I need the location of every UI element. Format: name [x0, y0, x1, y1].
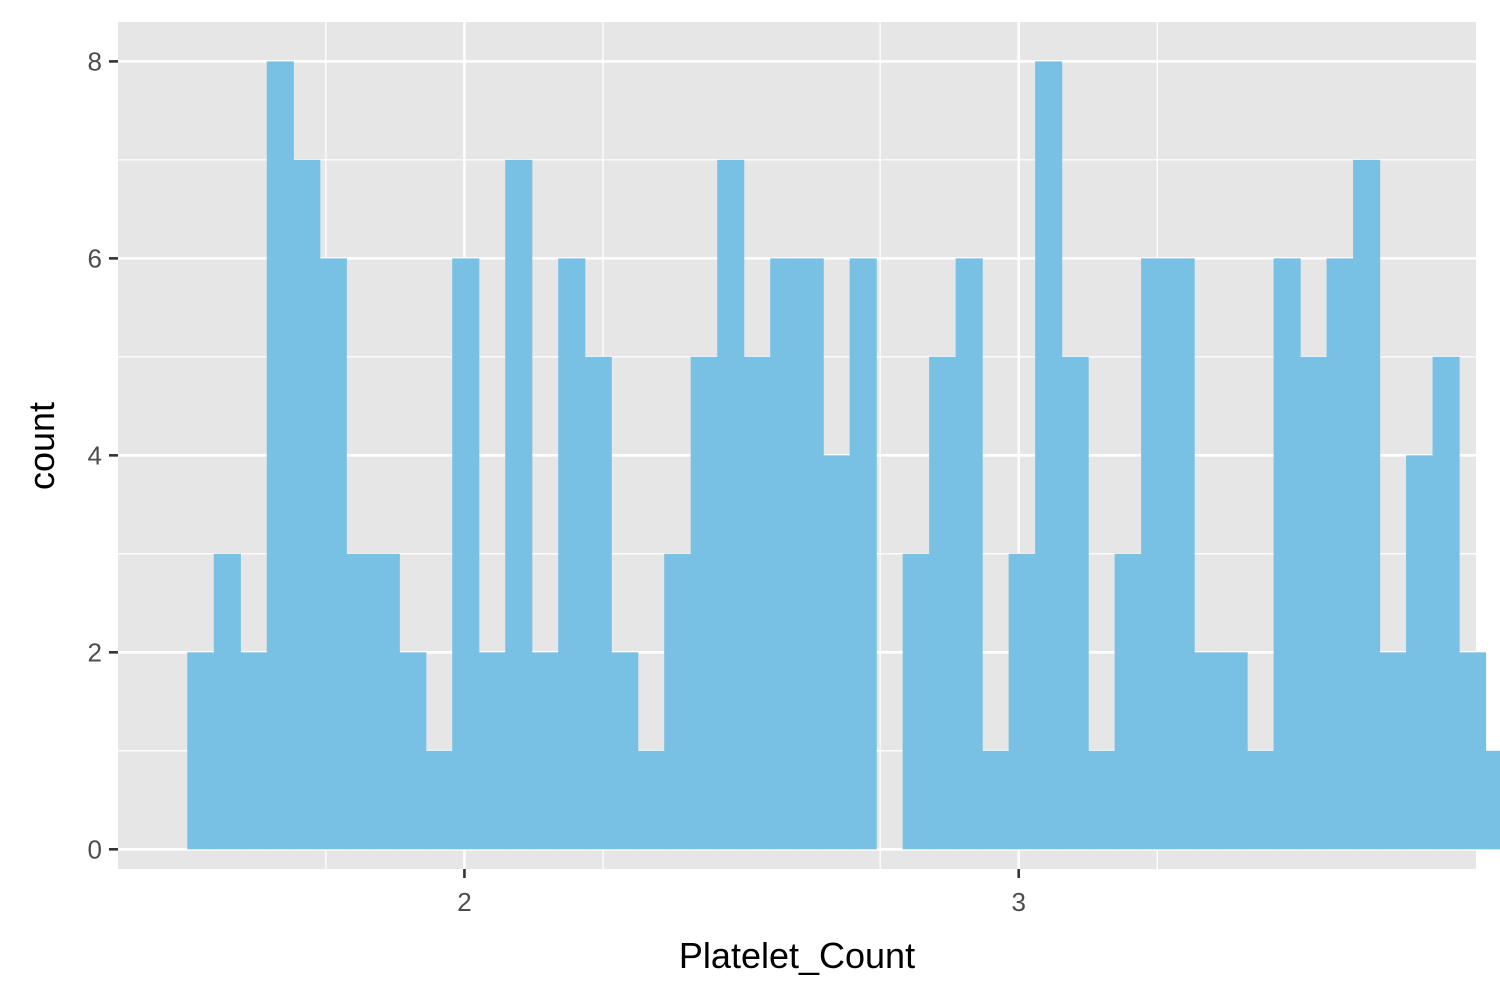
histogram-bar [266, 61, 294, 850]
histogram-bar [770, 258, 798, 850]
y-tick-label: 0 [88, 834, 102, 864]
y-tick-label: 2 [88, 637, 102, 667]
histogram-bar [743, 356, 771, 850]
histogram-bar [1167, 258, 1195, 850]
histogram-bar [1220, 652, 1248, 850]
x-axis-title: Platelet_Count [679, 935, 915, 976]
histogram-bar [637, 750, 665, 850]
histogram-bar [796, 258, 824, 850]
histogram-bar [584, 356, 612, 850]
histogram-bar [319, 258, 347, 850]
histogram-bar [346, 553, 374, 850]
histogram-bar [611, 652, 639, 850]
histogram-bar [558, 258, 586, 850]
histogram-bar [690, 356, 718, 850]
histogram-bar [372, 553, 400, 850]
histogram-bar [1008, 553, 1036, 850]
histogram-bar [293, 159, 321, 850]
histogram-bar [1300, 356, 1328, 850]
x-tick-label: 2 [457, 887, 471, 917]
histogram-bar [849, 258, 877, 850]
histogram-bar [929, 356, 957, 850]
histogram-bar [1088, 750, 1116, 850]
histogram-bar [1114, 553, 1142, 850]
histogram-bar [399, 652, 427, 850]
histogram-bar [955, 258, 983, 850]
y-axis-title: count [21, 402, 62, 490]
histogram-bar [982, 750, 1010, 850]
histogram-bar [1061, 356, 1089, 850]
histogram-bar [1326, 258, 1354, 850]
histogram-bar [187, 652, 215, 850]
histogram-bar [1141, 258, 1169, 850]
histogram-bar [1194, 652, 1222, 850]
y-tick-label: 6 [88, 243, 102, 273]
histogram-bar [717, 159, 745, 850]
histogram-bar [1273, 258, 1301, 850]
histogram-bar [240, 652, 268, 850]
y-tick-label: 8 [88, 46, 102, 76]
histogram-bar [1459, 652, 1487, 850]
histogram-bar [1035, 61, 1063, 850]
histogram-bar [1379, 652, 1407, 850]
histogram-bar [1432, 356, 1460, 850]
histogram-bar [213, 553, 241, 850]
histogram-bar [425, 750, 453, 850]
histogram-bar [505, 159, 533, 850]
x-tick-label: 3 [1011, 887, 1025, 917]
histogram-bar [823, 455, 851, 850]
histogram-bar [664, 553, 692, 850]
tick-labels: 2 3 0 2 4 6 8 [88, 46, 1026, 917]
histogram-bar [1406, 455, 1434, 850]
histogram-bar [452, 258, 480, 850]
histogram-bar [1247, 750, 1275, 850]
y-tick-label: 4 [88, 440, 102, 470]
histogram-bar [1353, 159, 1381, 850]
histogram-bar [531, 652, 559, 850]
histogram-bar [478, 652, 506, 850]
axis-ticks [109, 60, 1021, 878]
histogram-bar [902, 553, 930, 850]
histogram-bar [1485, 750, 1500, 850]
histogram-bars [187, 61, 1500, 850]
